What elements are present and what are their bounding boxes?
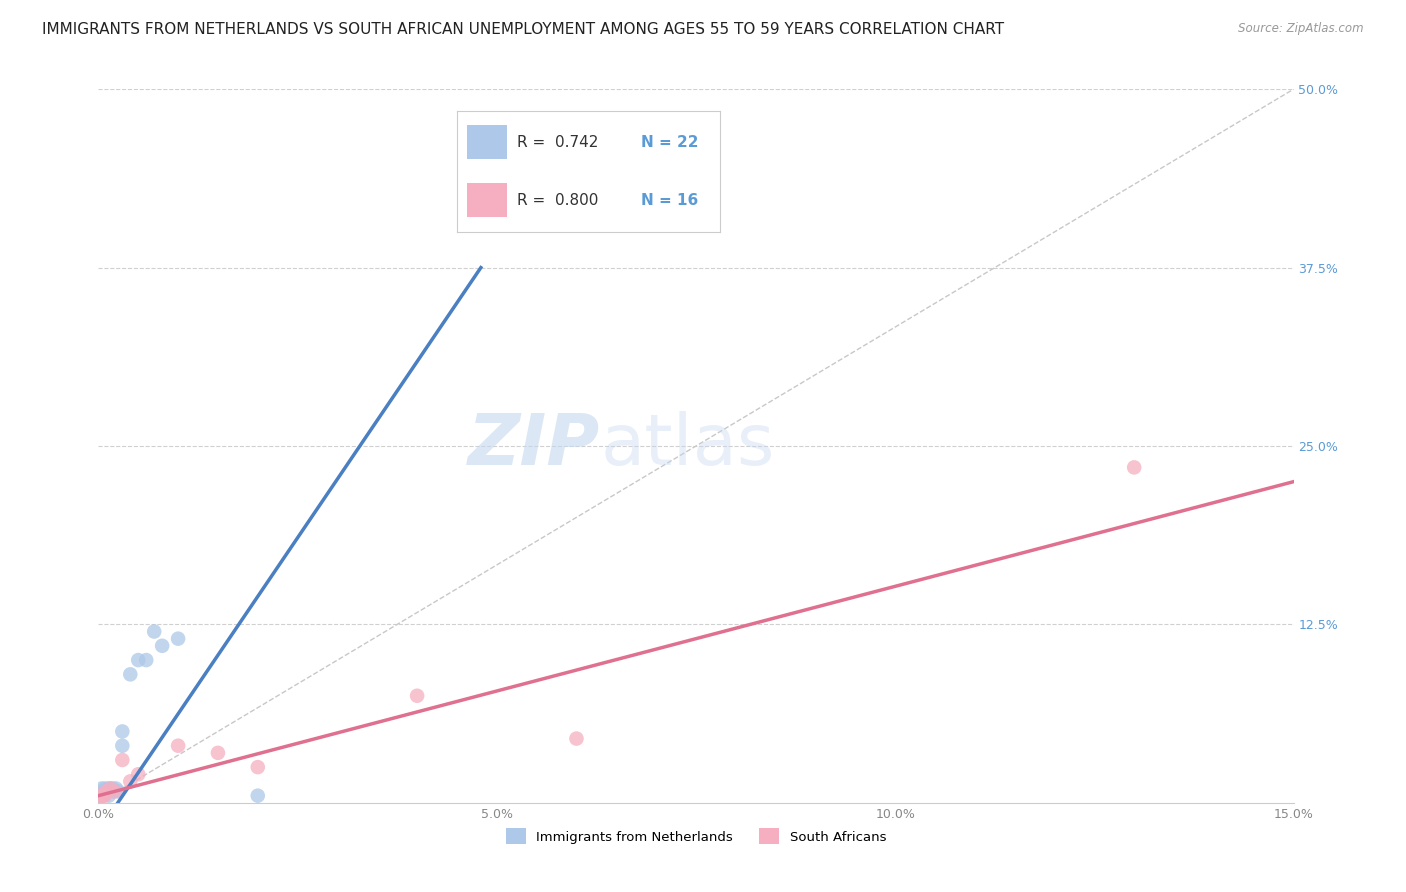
Point [94, 781, 117, 796]
Point [89, 789, 111, 803]
Point [103, 784, 125, 798]
Point [246, 760, 269, 774]
Point [565, 731, 588, 746]
Point [150, 639, 173, 653]
Point [98, 781, 122, 796]
Point [406, 689, 429, 703]
Point [111, 724, 134, 739]
Point [143, 624, 166, 639]
Point [90, 789, 112, 803]
Point [135, 653, 157, 667]
Point [246, 789, 269, 803]
Point [107, 784, 129, 798]
Text: atlas: atlas [600, 411, 775, 481]
Point [127, 767, 149, 781]
Point [97, 789, 120, 803]
Point [167, 739, 190, 753]
Text: ZIP: ZIP [468, 411, 600, 481]
Point [94, 789, 117, 803]
Point [98, 781, 122, 796]
Point [91, 784, 114, 798]
Text: Source: ZipAtlas.com: Source: ZipAtlas.com [1239, 22, 1364, 36]
Point [207, 746, 229, 760]
Point [104, 781, 127, 796]
Point [91, 789, 114, 803]
Text: IMMIGRANTS FROM NETHERLANDS VS SOUTH AFRICAN UNEMPLOYMENT AMONG AGES 55 TO 59 YE: IMMIGRANTS FROM NETHERLANDS VS SOUTH AFR… [42, 22, 1004, 37]
Point [120, 667, 142, 681]
Point [101, 781, 124, 796]
Point [120, 774, 142, 789]
Point [1123, 460, 1146, 475]
Point [167, 632, 190, 646]
Point [111, 753, 134, 767]
Point [127, 653, 149, 667]
Point [90, 781, 112, 796]
Point [89, 789, 111, 803]
Point [103, 784, 125, 798]
Point [96, 784, 118, 798]
Point [96, 784, 118, 798]
Point [97, 781, 120, 796]
Point [111, 739, 134, 753]
Legend: Immigrants from Netherlands, South Africans: Immigrants from Netherlands, South Afric… [501, 823, 891, 850]
Point [91, 789, 114, 803]
